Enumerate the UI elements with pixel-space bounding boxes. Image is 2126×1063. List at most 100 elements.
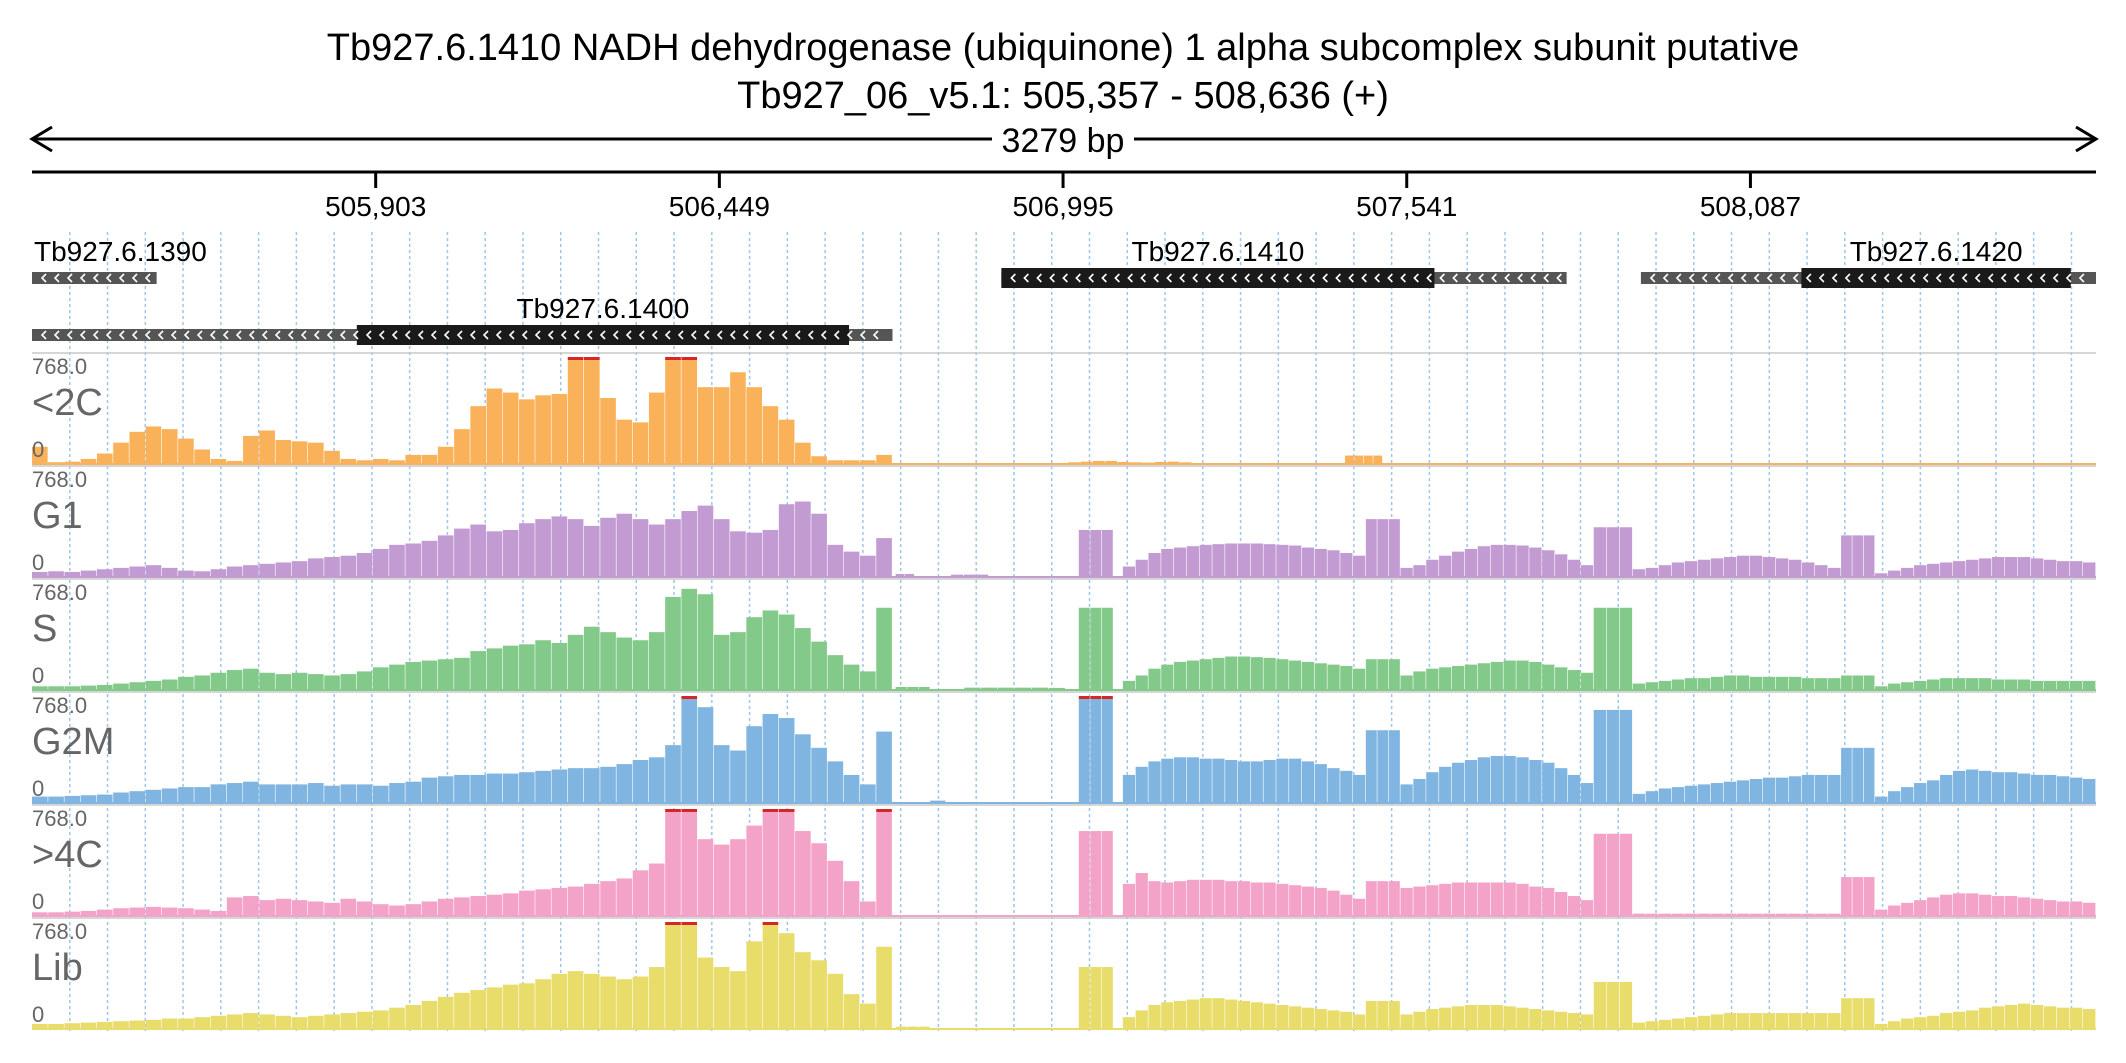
coverage-bar xyxy=(1200,880,1212,915)
coverage-bar xyxy=(1426,772,1438,802)
coverage-bar xyxy=(454,658,470,689)
coverage-bar xyxy=(730,971,746,1028)
coverage-bar xyxy=(340,556,356,576)
coverage-bar xyxy=(1646,682,1658,689)
coverage-bar xyxy=(1155,462,1167,463)
coverage-bar xyxy=(1354,456,1363,463)
coverage-bar xyxy=(1400,1014,1412,1028)
coverage-bar xyxy=(1118,462,1130,463)
coverage-bar xyxy=(64,462,80,463)
coverage-bar xyxy=(1123,567,1135,576)
coverage-bar xyxy=(1439,667,1451,689)
overflow-marker xyxy=(665,809,681,812)
coverage-bar xyxy=(405,904,421,915)
coverage-bar xyxy=(146,790,162,802)
coverage-bar xyxy=(1568,775,1580,802)
coverage-bar xyxy=(194,787,210,802)
coverage-bar xyxy=(1620,710,1632,802)
coverage-bar xyxy=(1161,549,1173,576)
coverage-bar xyxy=(308,674,324,689)
coverage-bar xyxy=(1504,883,1516,916)
coverage-bar xyxy=(1090,530,1101,576)
coverage-bar xyxy=(2083,1009,2095,1028)
coverage-bar xyxy=(1161,1002,1173,1028)
coverage-bar xyxy=(324,786,340,802)
coverage-bar xyxy=(324,557,340,576)
coverage-bar xyxy=(1927,564,1939,576)
coverage-bar xyxy=(1238,1001,1250,1028)
coverage-bar xyxy=(1389,519,1400,576)
coverage-bar xyxy=(2070,561,2082,576)
coverage-bar xyxy=(1568,560,1580,576)
coverage-bar xyxy=(454,897,470,915)
coverage-bar xyxy=(2083,903,2095,915)
overflow-marker xyxy=(681,922,697,925)
coverage-bar xyxy=(1090,608,1101,689)
coverage-bar xyxy=(1581,1014,1593,1028)
ruler-tick-label: 506,995 xyxy=(1012,191,1113,222)
gene-model[interactable]: Tb927.6.1420 xyxy=(1641,236,2096,288)
track-max-label: 768.0 xyxy=(32,806,87,831)
coverage-bar xyxy=(1927,680,1939,689)
coverage-bar xyxy=(860,1004,876,1028)
coverage-bar xyxy=(146,907,162,915)
coverage-bar xyxy=(649,967,665,1028)
coverage-bar xyxy=(552,643,568,689)
coverage-track: 768.0>4C0 xyxy=(32,805,2096,916)
coverage-bar xyxy=(568,635,584,689)
coverage-bar xyxy=(1802,775,1814,802)
coverage-bar xyxy=(1413,887,1425,915)
coverage-bar xyxy=(2070,778,2082,802)
coverage-bar xyxy=(1852,675,1863,689)
gene-model[interactable]: Tb927.6.1400 xyxy=(32,293,892,345)
coverage-bar xyxy=(860,556,876,576)
overflow-marker xyxy=(665,357,681,360)
coverage-bar xyxy=(1620,608,1632,689)
coverage-bar xyxy=(1724,914,1736,915)
coverage-bar xyxy=(1136,1010,1148,1028)
coverage-bar xyxy=(1465,665,1477,689)
coverage-bar xyxy=(97,569,113,576)
coverage-bar xyxy=(1148,553,1160,576)
coverage-bar xyxy=(633,519,649,576)
coverage-bar xyxy=(1901,682,1913,689)
coverage-bar xyxy=(649,757,665,802)
coverage-bar xyxy=(113,684,129,689)
coverage-bar xyxy=(357,784,373,802)
coverage-bar xyxy=(1264,658,1276,689)
coverage-bar xyxy=(1875,573,1887,576)
coverage-bar xyxy=(1478,1005,1490,1028)
coverage-bar xyxy=(503,393,519,463)
gene-model[interactable]: Tb927.6.1390 xyxy=(32,236,207,284)
coverage-bar xyxy=(487,895,503,915)
coverage-bar xyxy=(964,688,980,689)
coverage-bar xyxy=(1225,760,1237,802)
coverage-bar xyxy=(905,574,914,576)
coverage-bar xyxy=(324,903,340,915)
coverage-bar xyxy=(162,908,178,915)
coverage-bar xyxy=(1251,544,1263,577)
coverage-bar xyxy=(1353,1014,1365,1028)
coverage-bar xyxy=(2044,775,2056,802)
coverage-bar xyxy=(844,552,860,576)
coverage-bar xyxy=(1426,669,1438,689)
coverage-bar xyxy=(259,784,275,802)
span-indicator: 3279 bp xyxy=(32,118,2096,160)
coverage-bar xyxy=(178,1019,194,1028)
coverage-bar xyxy=(998,688,1014,689)
gene-model[interactable]: Tb927.6.1410 xyxy=(1001,236,1566,288)
coverage-bar xyxy=(681,698,697,802)
coverage-bar xyxy=(64,686,80,689)
coverage-bar xyxy=(357,1012,373,1028)
coverage-bar xyxy=(324,451,340,463)
coverage-bar xyxy=(1698,914,1710,915)
coverage-bar xyxy=(746,726,762,802)
coverage-bar xyxy=(178,677,194,689)
coverage-bar xyxy=(795,628,811,689)
coverage-bar xyxy=(633,422,649,463)
coverage-bar xyxy=(1187,661,1199,689)
coverage-bar xyxy=(1516,757,1528,802)
coverage-bar xyxy=(1289,759,1301,802)
gene-cds-bar xyxy=(357,325,849,345)
